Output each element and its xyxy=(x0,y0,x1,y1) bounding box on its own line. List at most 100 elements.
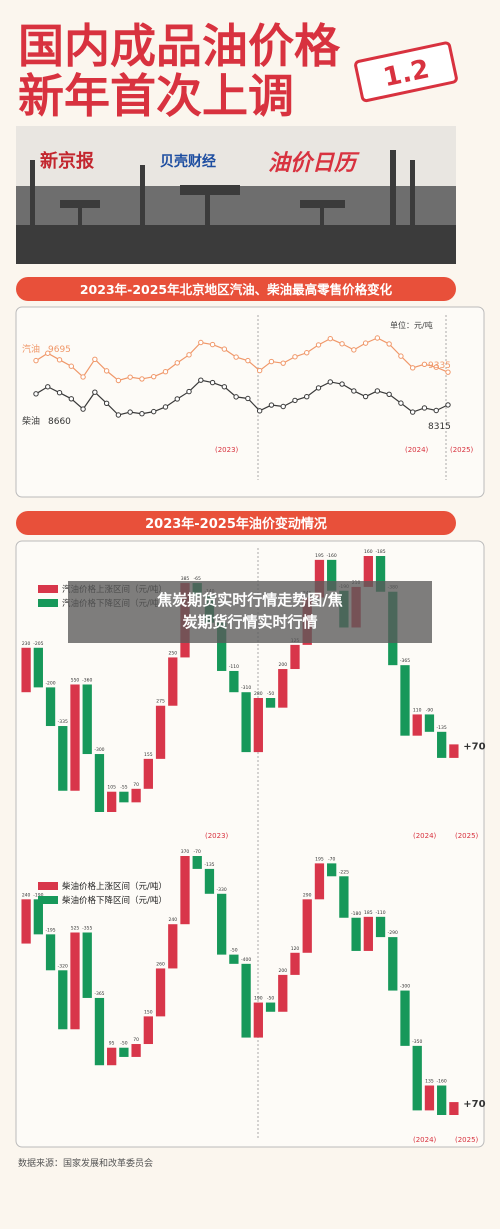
fall-bar xyxy=(94,997,105,1066)
value-label: -350 xyxy=(412,1039,422,1045)
price-point xyxy=(339,381,345,387)
section2-heading: 2023年-2025年油价变动情况 xyxy=(145,516,327,532)
fall-bar xyxy=(119,791,129,803)
section1-heading-bg xyxy=(16,277,456,301)
rise-bar xyxy=(253,698,263,753)
value-label: 385 xyxy=(181,576,190,582)
price-point xyxy=(292,354,298,360)
rise-bar xyxy=(131,788,141,803)
price-point xyxy=(292,397,298,404)
year-2024-w2: (2024) xyxy=(413,1136,437,1144)
rise-bar xyxy=(449,744,459,758)
rise-bar xyxy=(155,705,166,759)
fall-bar xyxy=(82,932,92,998)
price-point xyxy=(103,400,110,406)
fall-bar xyxy=(45,934,56,971)
rise-bar xyxy=(21,647,31,693)
legend-down-swatch xyxy=(38,896,58,904)
overlay-layer: 焦炭期货实时行情走势图/焦炭期货行情实时行情 xyxy=(68,581,432,643)
price-point xyxy=(151,373,157,380)
section1-heading: 2023年-2025年北京地区汽油、柴油最高零售价格变化 xyxy=(80,282,393,297)
value-label: -365 xyxy=(94,991,104,997)
year-2023-w1: (2023) xyxy=(205,832,229,840)
price-point xyxy=(186,388,192,395)
fall-bar xyxy=(217,893,227,955)
price-point xyxy=(174,360,180,366)
price-point xyxy=(421,361,428,368)
rise-bar xyxy=(290,644,300,670)
value-label: 105 xyxy=(107,785,116,791)
title-line2: 新年首次上调 xyxy=(18,69,294,123)
price-point xyxy=(304,394,310,400)
price-point xyxy=(351,388,357,394)
value-label: -330 xyxy=(217,887,227,893)
price-point xyxy=(162,404,169,410)
value-label: -355 xyxy=(82,926,92,932)
fall-bar xyxy=(437,1085,447,1115)
fall-bar xyxy=(229,670,239,693)
price-point xyxy=(209,379,216,386)
year-2025-w2: (2025) xyxy=(455,1136,479,1144)
fall-bar xyxy=(375,916,386,938)
value-label: 240 xyxy=(168,917,177,923)
price-point xyxy=(386,391,392,398)
value-label: -200 xyxy=(45,680,55,686)
rise-bar xyxy=(449,1102,459,1115)
pump-silhouettes xyxy=(16,150,456,264)
overlay-line: 焦炭期货实时行情走势图/焦 xyxy=(156,591,342,609)
fall-bar xyxy=(351,917,361,951)
value-label: 70 xyxy=(133,1037,139,1043)
rise-bar xyxy=(21,899,31,944)
price-point xyxy=(68,363,75,369)
value-label: -50 xyxy=(120,1041,127,1047)
price-point xyxy=(327,335,333,342)
value-label: -190 xyxy=(33,892,43,898)
price-point xyxy=(280,360,286,366)
value-label: 200 xyxy=(278,968,287,974)
price-point xyxy=(209,341,216,348)
legend-up: 柴油价格上涨区间（元/吨） xyxy=(62,881,167,892)
fall-bar xyxy=(400,665,410,736)
value-label: -160 xyxy=(327,553,337,559)
price-point xyxy=(33,391,39,397)
fall-bar xyxy=(339,876,349,918)
price-point xyxy=(103,368,110,374)
rise-bar xyxy=(424,1085,435,1111)
price-point xyxy=(409,409,416,415)
badge-frame xyxy=(354,41,458,103)
value-label: -300 xyxy=(94,747,104,753)
price-point xyxy=(268,402,275,408)
rise-bar xyxy=(253,1002,263,1038)
price-point xyxy=(362,340,369,346)
price-point xyxy=(421,405,428,411)
value-label: 185 xyxy=(364,910,373,916)
value-label: -70 xyxy=(194,849,201,855)
value-label: -50 xyxy=(230,948,237,954)
fall-bar xyxy=(241,692,251,753)
price-point xyxy=(351,347,357,353)
value-label: 160 xyxy=(364,549,373,555)
value-label: -110 xyxy=(229,664,239,670)
price-point xyxy=(151,408,157,415)
price-point xyxy=(398,353,404,359)
value-label: -50 xyxy=(267,996,274,1002)
value-label: 550 xyxy=(71,677,80,683)
price-point xyxy=(339,341,345,347)
value-label: -55 xyxy=(120,785,127,791)
fall-bar xyxy=(327,559,337,591)
price-point xyxy=(80,374,86,380)
rise-bar xyxy=(70,684,80,791)
legend-up-swatch xyxy=(38,585,58,593)
series-name: 柴油 xyxy=(22,415,40,427)
end-value: 9335 xyxy=(428,361,451,371)
rise-bar xyxy=(302,899,312,953)
price-point xyxy=(186,352,192,358)
price-point xyxy=(221,384,228,390)
price-point xyxy=(280,403,286,410)
value-label: 70 xyxy=(133,782,139,788)
rise-bar xyxy=(143,758,153,789)
value-label: -320 xyxy=(58,963,68,969)
price-point xyxy=(56,390,63,396)
